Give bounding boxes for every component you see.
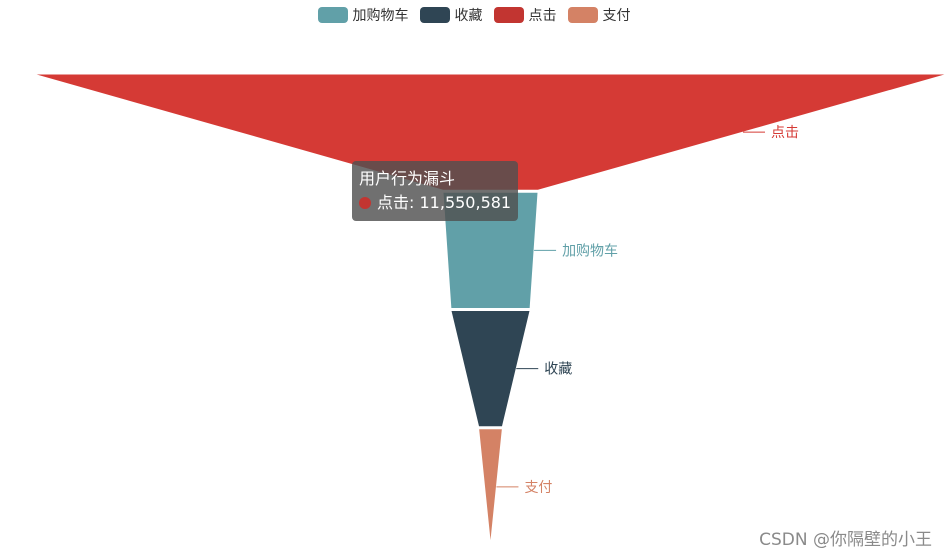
legend-swatch-pay bbox=[567, 7, 598, 23]
funnel-label-click: 点击 bbox=[771, 125, 799, 141]
chart-legend: 加购物车 收藏 点击 支付 bbox=[0, 5, 948, 25]
legend-label-favorite: 收藏 bbox=[454, 8, 483, 24]
tooltip-item-name: 点击 bbox=[377, 193, 410, 212]
tooltip-dot bbox=[359, 197, 371, 209]
funnel-label-add-to-cart: 加购物车 bbox=[562, 242, 618, 259]
funnel-label-pay: 支付 bbox=[524, 480, 552, 496]
legend-item-favorite[interactable]: 收藏 bbox=[419, 5, 483, 25]
tooltip-title: 用户行为漏斗 bbox=[359, 169, 456, 188]
watermark: CSDN @你隔壁的小王 bbox=[759, 530, 932, 550]
tooltip-row: 点击 : 11,550,581 bbox=[359, 191, 511, 215]
funnel-segment-favorite[interactable] bbox=[450, 310, 531, 428]
legend-item-click[interactable]: 点击 bbox=[493, 5, 557, 25]
legend-label-click: 点击 bbox=[528, 8, 557, 24]
legend-swatch-favorite bbox=[419, 7, 450, 23]
legend-label-add-to-cart: 加购物车 bbox=[352, 8, 409, 24]
legend-item-add-to-cart[interactable]: 加购物车 bbox=[317, 5, 409, 25]
funnel-label-favorite: 收藏 bbox=[544, 362, 572, 378]
tooltip-item-value: 11,550,581 bbox=[419, 193, 512, 212]
legend-swatch-click bbox=[493, 7, 524, 23]
legend-item-pay[interactable]: 支付 bbox=[567, 5, 631, 25]
legend-label-pay: 支付 bbox=[602, 8, 631, 24]
chart-tooltip: 用户行为漏斗 点击 : 11,550,581 bbox=[352, 161, 519, 221]
legend-swatch-add-to-cart bbox=[317, 7, 348, 23]
tooltip-separator: : bbox=[409, 193, 420, 212]
funnel-segment-click[interactable] bbox=[32, 73, 948, 191]
